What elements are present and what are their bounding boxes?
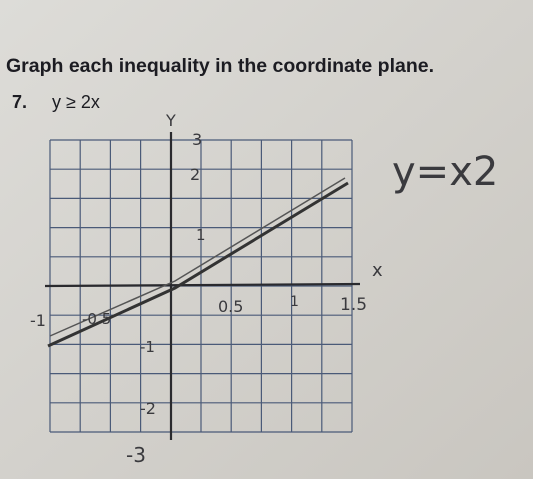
- y-axis-label: Y: [165, 111, 176, 130]
- handwritten-equation: y=x2: [392, 149, 498, 195]
- x-label: 0.5: [218, 297, 243, 316]
- inequality: y ≥ 2x: [52, 92, 100, 112]
- graphed-line-trace: [49, 177, 346, 337]
- y-label: 1: [196, 226, 206, 244]
- y-label: 3: [192, 130, 202, 149]
- x-axis-label: x: [372, 260, 383, 281]
- y-label: 2: [190, 165, 200, 184]
- x-label: 1: [290, 294, 299, 310]
- x-axis: [44, 282, 361, 288]
- y-label: -3: [126, 443, 146, 467]
- y-label: -1: [140, 338, 155, 356]
- graphed-line: [47, 181, 349, 348]
- instructions: Graph each inequality in the coordinate …: [6, 55, 434, 77]
- x-label: -0.5: [82, 310, 111, 328]
- y-label: -2: [140, 399, 156, 418]
- problem-number: 7.: [12, 92, 27, 112]
- x-label: -1: [30, 311, 46, 330]
- x-label: 1.5: [340, 295, 367, 315]
